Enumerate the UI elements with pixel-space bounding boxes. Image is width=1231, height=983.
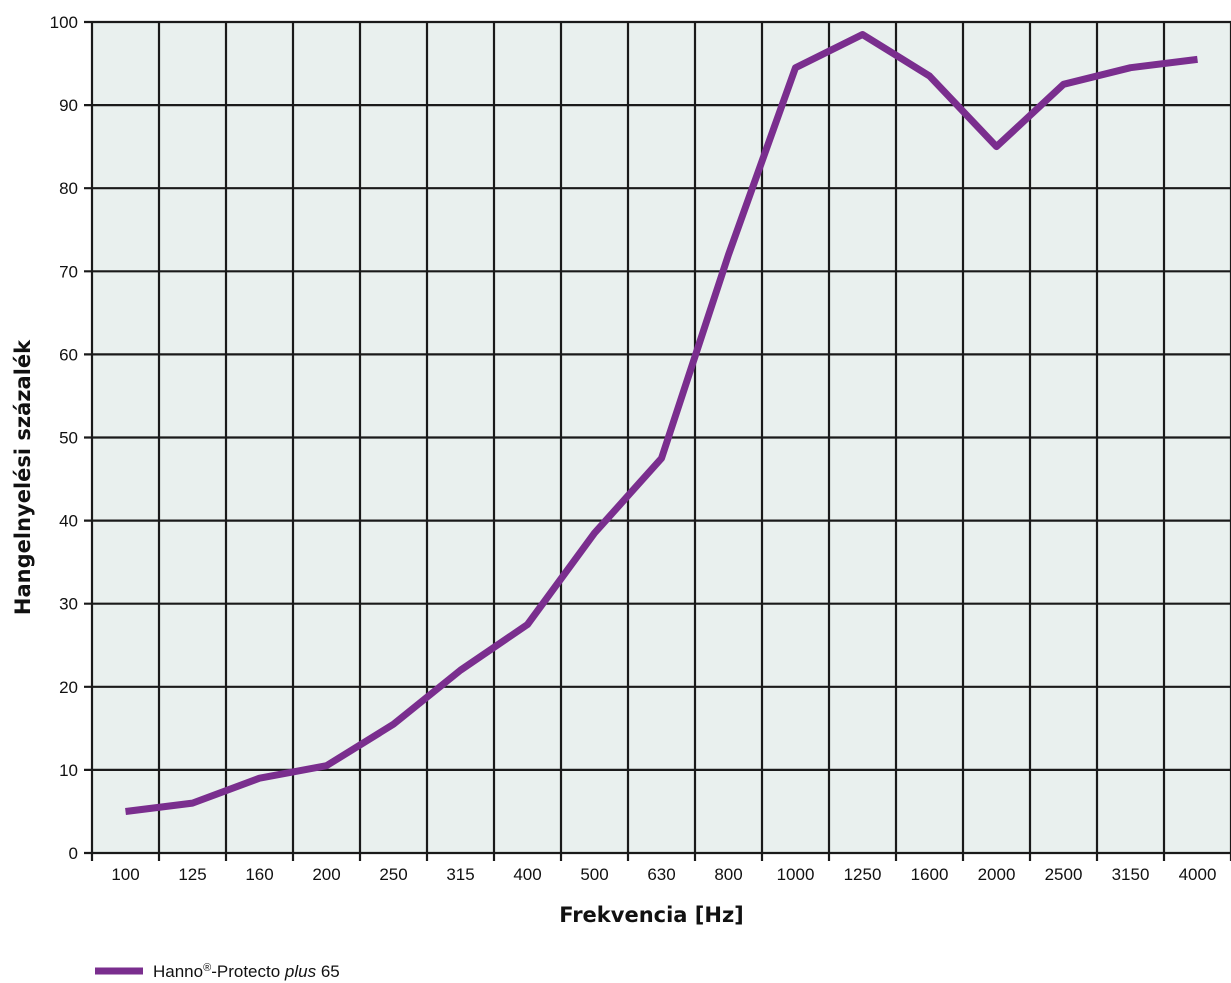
x-tick-label: 250 (379, 865, 407, 884)
legend-label-post: 65 (316, 962, 340, 981)
y-tick-label: 90 (59, 96, 78, 115)
x-tick-label: 1250 (844, 865, 882, 884)
y-tick-label: 60 (59, 345, 78, 364)
x-tick-label: 400 (513, 865, 541, 884)
y-tick-label: 10 (59, 761, 78, 780)
x-tick-label: 2000 (978, 865, 1016, 884)
x-tick-label: 2500 (1045, 865, 1083, 884)
y-tick-label: 50 (59, 429, 78, 448)
y-tick-labels: 0 10 20 30 40 50 60 70 80 90 100 (50, 13, 78, 863)
y-tick-label: 80 (59, 179, 78, 198)
series-group (125, 31, 1198, 815)
legend-label-mid: -Protecto (211, 962, 285, 981)
legend-label-pre: Hanno (153, 962, 203, 981)
legend-label-sup: ® (203, 962, 211, 974)
x-tick-label: 3150 (1112, 865, 1150, 884)
x-axis-label: Frekvencia [Hz] (559, 903, 744, 927)
y-tick-label: 70 (59, 262, 78, 281)
y-axis-label: Hangelnyelési százalék (11, 339, 35, 615)
x-tick-label: 160 (245, 865, 273, 884)
x-tick-label: 315 (446, 865, 474, 884)
x-tick-label: 1000 (777, 865, 815, 884)
x-tick-label: 200 (312, 865, 340, 884)
x-tick-label: 1600 (911, 865, 949, 884)
grid (84, 20, 1231, 861)
x-tick-label: 630 (647, 865, 675, 884)
x-tick-label: 125 (178, 865, 206, 884)
y-tick-label: 20 (59, 678, 78, 697)
x-tick-labels: 100 125 160 200 250 315 400 500 630 800 1000 1250 16… (111, 865, 1216, 884)
x-tick-label: 500 (580, 865, 608, 884)
x-tick-label: 800 (714, 865, 742, 884)
y-tick-label: 0 (69, 844, 78, 863)
legend-label-italic: plus (284, 962, 317, 981)
x-tick-label: 100 (111, 865, 139, 884)
y-tick-label: 100 (50, 13, 78, 32)
y-tick-label: 30 (59, 595, 78, 614)
legend-label: Hanno®-Protecto plus 65 (153, 962, 340, 981)
legend: Hanno®-Protecto plus 65 (95, 962, 340, 981)
x-tick-label: 4000 (1179, 865, 1217, 884)
y-tick-label: 40 (59, 512, 78, 531)
